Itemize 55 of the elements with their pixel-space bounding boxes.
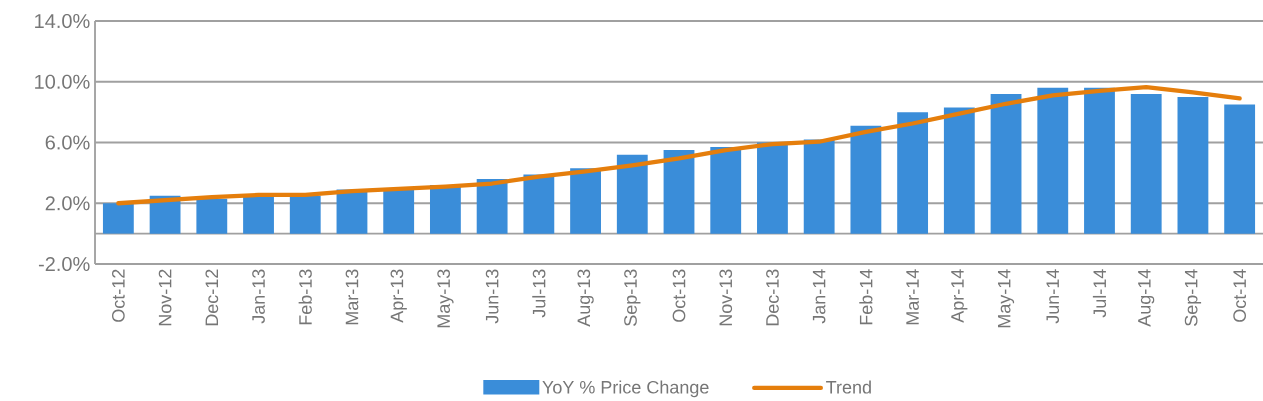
y-tick-label: 2.0% bbox=[45, 196, 90, 211]
bar bbox=[663, 150, 695, 234]
x-tick-label: Jun-14 bbox=[1046, 269, 1060, 324]
x-tick-label: May-13 bbox=[437, 269, 454, 328]
bar bbox=[476, 178, 508, 234]
bar bbox=[710, 147, 742, 234]
y-tick-label: -2.0% bbox=[38, 256, 90, 272]
bar bbox=[523, 174, 555, 234]
x-tick-label: Jan-13 bbox=[252, 269, 265, 324]
x-tick-label: Mar-13 bbox=[345, 269, 359, 325]
bar bbox=[429, 185, 461, 234]
bar bbox=[1224, 104, 1256, 234]
y-tick-label: 6.0% bbox=[45, 135, 90, 150]
bar bbox=[616, 154, 648, 234]
x-tick-label: Sep-13 bbox=[624, 269, 641, 326]
x-tick-label: Aug-14 bbox=[1138, 269, 1155, 327]
x-tick-label: Jan-14 bbox=[812, 269, 826, 324]
bar bbox=[990, 93, 1022, 234]
bar bbox=[196, 198, 228, 234]
x-tick-label: Oct-13 bbox=[672, 269, 686, 322]
bar bbox=[1037, 87, 1069, 234]
x-tick-label: Jul-14 bbox=[1092, 269, 1107, 318]
bar bbox=[943, 107, 975, 234]
x-tick-label: Feb-14 bbox=[859, 269, 873, 325]
x-tick-label: Feb-13 bbox=[298, 269, 312, 325]
bar bbox=[757, 142, 788, 234]
x-tick-label: Oct-14 bbox=[1233, 269, 1247, 322]
bar bbox=[243, 195, 274, 234]
bar bbox=[1177, 96, 1209, 234]
x-tick-label: Oct-12 bbox=[112, 269, 125, 322]
y-tick-label: 10.0% bbox=[35, 74, 90, 89]
x-tick-label: Mar-14 bbox=[906, 269, 919, 325]
x-tick-label: May-14 bbox=[997, 269, 1015, 328]
bar bbox=[102, 203, 134, 234]
bar bbox=[897, 112, 929, 234]
bar bbox=[570, 168, 601, 234]
x-tick-label: Nov-12 bbox=[158, 269, 172, 326]
x-tick-label: Nov-13 bbox=[719, 269, 733, 326]
x-tick-label: Aug-13 bbox=[577, 269, 594, 327]
legend-label: Trend bbox=[826, 380, 871, 394]
bar bbox=[1084, 87, 1115, 234]
bar bbox=[289, 195, 321, 234]
x-tick-label: Dec-12 bbox=[205, 269, 219, 326]
x-tick-label: Jun-13 bbox=[485, 269, 499, 324]
bar bbox=[383, 188, 415, 234]
bar bbox=[1130, 93, 1162, 234]
legend-label: YoY % Price Change bbox=[542, 380, 709, 398]
y-tick-label: 14.0% bbox=[35, 13, 90, 29]
x-tick-label: Apr-14 bbox=[951, 269, 968, 323]
x-tick-label: Sep-14 bbox=[1184, 269, 1202, 326]
x-tick-label: Apr-13 bbox=[390, 269, 407, 323]
bar bbox=[850, 125, 882, 234]
x-tick-label: Dec-13 bbox=[766, 269, 779, 326]
x-tick-label: Jul-13 bbox=[532, 269, 546, 318]
bar bbox=[803, 139, 835, 234]
